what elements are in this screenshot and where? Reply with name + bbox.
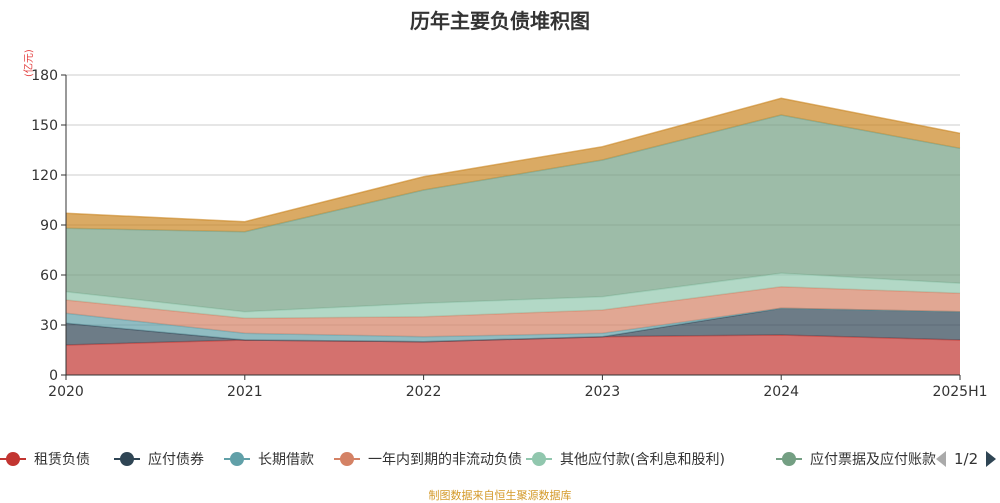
y-tick-label: 0 <box>49 368 58 384</box>
legend-label: 租赁负债 <box>34 452 90 468</box>
legend-item[interactable]: 应付票据及应付账款 <box>776 449 936 469</box>
series-area-5 <box>66 115 960 312</box>
pager-next-icon[interactable] <box>986 451 997 467</box>
x-tick-label: 2021 <box>227 384 263 400</box>
legend-item[interactable]: 长期借款 <box>224 449 314 469</box>
x-tick-label: 2022 <box>406 384 442 400</box>
legend-marker-icon <box>334 452 360 466</box>
legend-label: 一年内到期的非流动负债 <box>368 452 522 468</box>
legend-marker-icon <box>526 452 552 466</box>
legend-item[interactable]: 应付债券 <box>114 449 204 469</box>
series-line-6 <box>65 97 961 223</box>
area-series <box>65 97 961 375</box>
x-tick-label: 2020 <box>48 384 84 400</box>
axes: 0 30 60 90 120 150 180 2020 2021 2022 2023 2024 2025… <box>31 68 987 400</box>
legend-marker-icon <box>224 452 250 466</box>
chart-title: 历年主要负债堆积图 <box>410 9 590 33</box>
series-area-3 <box>66 286 960 337</box>
legend-label: 长期借款 <box>258 452 314 468</box>
legend-label: 其他应付款(含利息和股利) <box>560 452 725 468</box>
y-tick-label: 90 <box>40 218 58 234</box>
legend-item[interactable]: 租赁负债 <box>0 449 90 469</box>
legend-label: 应付债券 <box>148 452 204 468</box>
series-area-4 <box>66 273 960 319</box>
legend: 租赁负债 应付债券 长期借款 一年内到期的非流动负债 其他应付款(含利息和股利) 应付票据… <box>0 449 940 469</box>
y-tick-label: 60 <box>40 268 58 284</box>
legend-marker-icon <box>0 452 26 466</box>
legend-marker-icon <box>114 452 140 466</box>
series-area-1 <box>66 308 960 345</box>
legend-pager: 1/2 <box>936 449 1000 469</box>
legend-item[interactable]: 其他应付款(含利息和股利) <box>526 449 725 469</box>
y-tick-label: 120 <box>31 168 58 184</box>
x-tick-label: 2023 <box>585 384 621 400</box>
legend-item[interactable]: 一年内到期的非流动负债 <box>334 449 522 469</box>
data-source-note: 制图数据来自恒生聚源数据库 <box>428 489 572 502</box>
x-tick-label: 2024 <box>763 384 799 400</box>
series-area-6 <box>66 98 960 232</box>
y-tick-label: 180 <box>31 68 58 84</box>
pager-prev-icon[interactable] <box>936 451 946 467</box>
y-tick-label: 30 <box>40 318 58 334</box>
y-tick-label: 150 <box>31 118 58 134</box>
y-axis-unit: (亿元) <box>24 49 35 77</box>
legend-marker-icon <box>776 452 802 466</box>
series-area-0 <box>66 335 960 375</box>
x-tick-label: 2025H1 <box>932 384 987 400</box>
pager-label: 1/2 <box>954 450 979 468</box>
legend-label: 应付票据及应付账款 <box>810 452 936 468</box>
